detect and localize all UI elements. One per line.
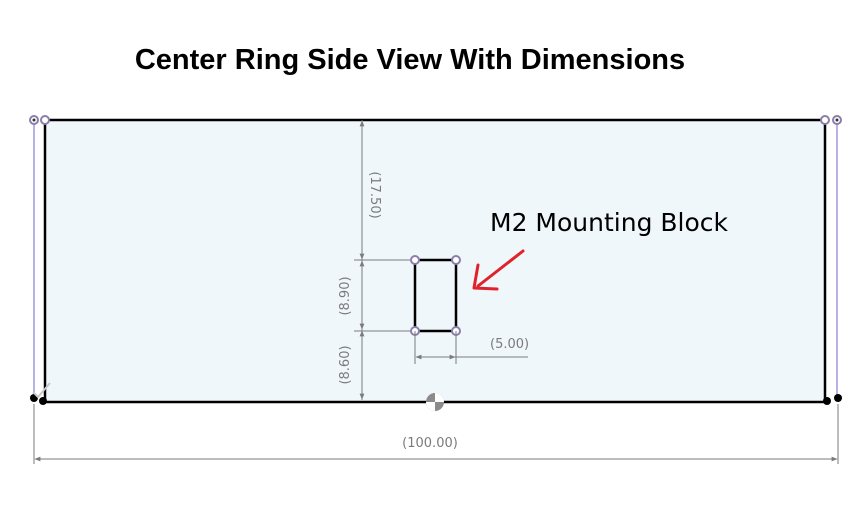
- point[interactable]: [40, 115, 50, 125]
- origin-icon-half: [426, 402, 435, 411]
- point[interactable]: [32, 118, 36, 122]
- point[interactable]: [410, 255, 420, 265]
- fixed-point[interactable]: [823, 397, 831, 405]
- dimension-label-bottom-gap[interactable]: (8.60): [338, 345, 353, 384]
- fixed-point[interactable]: [39, 397, 47, 405]
- point[interactable]: [451, 255, 461, 265]
- point[interactable]: [820, 115, 830, 125]
- dimension-label-overall-width[interactable]: (100.00): [402, 436, 458, 451]
- callout-arrow-shaft: [476, 249, 525, 288]
- dimension-label-block-width[interactable]: (5.00): [490, 337, 529, 352]
- dimension-label-block-height[interactable]: (8.90): [338, 276, 353, 315]
- check-constraint-icon: [32, 382, 51, 399]
- origin-icon-half: [435, 393, 444, 402]
- point[interactable]: [835, 118, 839, 122]
- diagram-title: Center Ring Side View With Dimensions: [134, 44, 686, 76]
- callout-arrow-head: [472, 263, 499, 291]
- callout-label: M2 Mounting Block: [490, 208, 729, 237]
- dimension-label-top-gap[interactable]: (17.50): [367, 171, 382, 218]
- mounting-block[interactable]: [413, 258, 458, 333]
- fixed-point[interactable]: [834, 394, 842, 402]
